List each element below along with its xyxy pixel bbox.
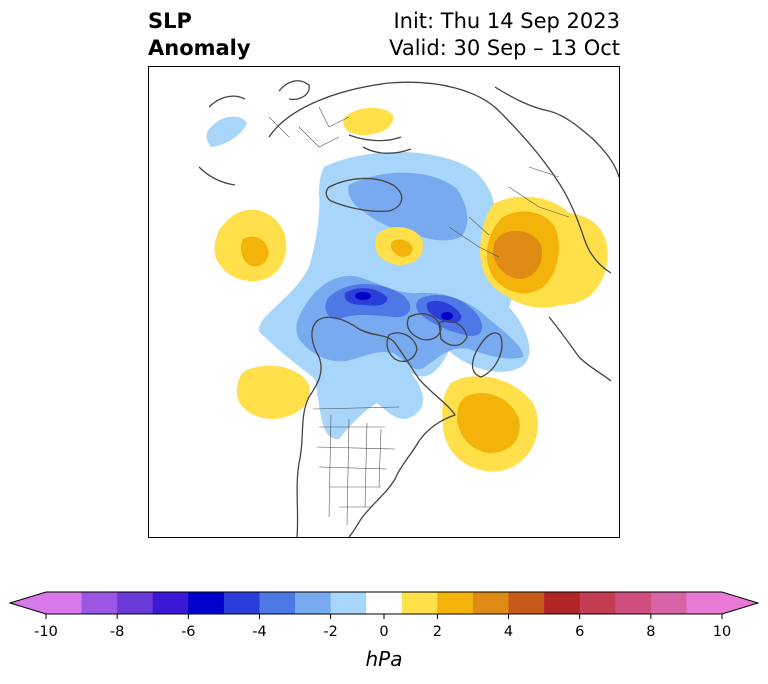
colorbar-extend-min bbox=[10, 592, 46, 614]
colorbar-segment bbox=[366, 592, 403, 614]
mid-blue-north bbox=[348, 172, 468, 241]
asia-borders bbox=[448, 166, 570, 258]
colorbar-segment bbox=[46, 592, 83, 614]
colorbar-tick-label: 0 bbox=[379, 624, 388, 640]
colorbar-segment bbox=[223, 592, 260, 614]
asia-coast bbox=[494, 86, 619, 178]
colorbar-tick-label: 6 bbox=[575, 624, 584, 640]
arctic-island-2 bbox=[438, 320, 468, 347]
colorbar-extend-max bbox=[722, 592, 758, 614]
colorbar-segment bbox=[650, 592, 687, 614]
blue-min-left bbox=[355, 292, 371, 300]
colorbar-units: hPa bbox=[365, 647, 403, 671]
colorbar-segment bbox=[330, 592, 367, 614]
arctic-island-1 bbox=[406, 313, 442, 341]
colorbar-segment bbox=[259, 592, 296, 614]
europe-detail bbox=[348, 134, 412, 154]
colorbar-tick-label: -2 bbox=[323, 624, 337, 640]
north-america-coast bbox=[296, 316, 456, 537]
europe-borders bbox=[268, 106, 350, 148]
map-panel bbox=[148, 66, 620, 538]
gold-blob-west bbox=[241, 236, 269, 267]
blue-deep-right bbox=[426, 300, 462, 323]
greenland bbox=[471, 332, 503, 378]
colorbar-segment bbox=[472, 592, 510, 614]
title-dates: Init: Thu 14 Sep 2023 Valid: 30 Sep – 13… bbox=[389, 8, 620, 62]
yellow-blob-europe bbox=[343, 107, 394, 135]
colorbar-segment bbox=[615, 592, 652, 614]
europe-coast bbox=[278, 80, 310, 101]
colorbar-tick-label: -10 bbox=[34, 624, 58, 640]
political-borders bbox=[268, 106, 570, 526]
europe-west-coast bbox=[198, 95, 246, 186]
canada-us-border bbox=[312, 406, 400, 410]
gold-blob-arctic bbox=[390, 239, 413, 257]
colorbar-tick-label: 10 bbox=[713, 624, 731, 640]
colorbar-svg: -10 -8 -6 -4 -2 0 2 4 6 8 10 bbox=[8, 591, 760, 640]
colorbar-tick-label: -8 bbox=[110, 624, 124, 640]
colorbar-tick-label: -6 bbox=[181, 624, 195, 640]
negative-anomaly-core bbox=[325, 284, 483, 337]
blue-min-right bbox=[441, 312, 453, 320]
colorbar-tick-label: -4 bbox=[252, 624, 266, 640]
colorbar-segment bbox=[508, 592, 545, 614]
colorbar-segment bbox=[295, 592, 332, 614]
title-variable-line1: SLP bbox=[148, 9, 192, 33]
coastlines bbox=[198, 80, 619, 537]
pacific-coast-east bbox=[548, 316, 612, 382]
colorbar-segment bbox=[81, 592, 118, 614]
colorbar-segment bbox=[401, 592, 438, 614]
title-variable: SLP Anomaly bbox=[148, 8, 251, 62]
title-init-date: Init: Thu 14 Sep 2023 bbox=[393, 9, 620, 33]
yellow-blob-pacific bbox=[237, 365, 310, 419]
hudson-bay bbox=[386, 332, 418, 363]
colorbar-segment bbox=[544, 592, 581, 614]
colorbar: -10 -8 -6 -4 -2 0 2 4 6 8 10 bbox=[8, 590, 760, 640]
polar-coast-ring bbox=[325, 177, 403, 213]
colorbar-segment bbox=[117, 592, 154, 614]
missing-data-wedge bbox=[149, 285, 151, 319]
colorbar-segment bbox=[437, 592, 474, 614]
colorbar-tick-label: 4 bbox=[504, 624, 513, 640]
eurasia-coast-north bbox=[268, 81, 612, 274]
title-valid-range: Valid: 30 Sep – 13 Oct bbox=[389, 36, 620, 60]
gold-blob-atlantic bbox=[457, 393, 520, 453]
anomaly-map bbox=[149, 80, 619, 537]
positive-anomaly-region bbox=[214, 107, 608, 472]
us-state-lines-horizontal bbox=[316, 426, 396, 508]
colorbar-tick-label: 8 bbox=[646, 624, 655, 640]
colorbar-segment bbox=[686, 592, 723, 614]
colorbar-segment bbox=[579, 592, 616, 614]
us-state-lines-vertical bbox=[328, 414, 382, 526]
colorbar-segment bbox=[188, 592, 225, 614]
colorbar-segment bbox=[152, 592, 189, 614]
colorbar-tick-label: 2 bbox=[433, 624, 442, 640]
light-blue-blob-west bbox=[206, 116, 247, 147]
title-variable-line2: Anomaly bbox=[148, 36, 251, 60]
orange-core-siberia bbox=[493, 230, 543, 279]
